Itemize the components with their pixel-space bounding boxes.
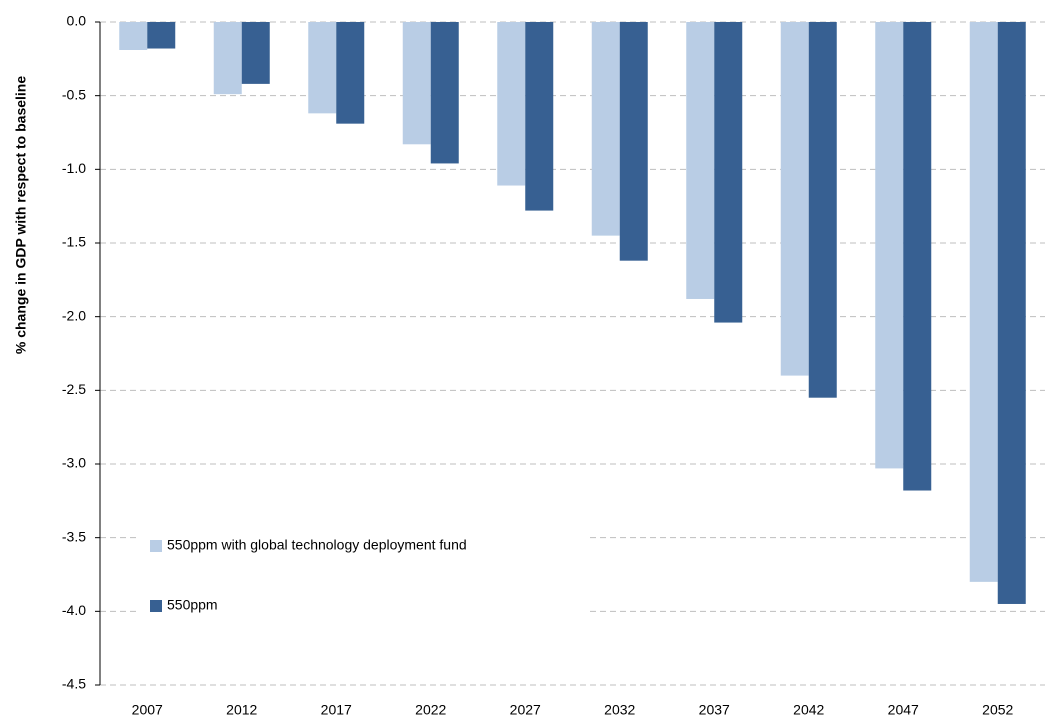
bar [619,22,648,261]
bar [402,22,431,145]
y-tick-label: -2.0 [62,307,86,323]
bar [686,22,715,299]
y-tick-label: -1.5 [62,234,86,250]
x-tick-label: 2037 [699,702,730,718]
legend-swatch [150,600,162,612]
bar [147,22,176,49]
x-tick-label: 2047 [888,702,919,718]
legend-box [140,525,590,625]
bar [903,22,932,491]
bar [497,22,526,186]
x-tick-label: 2032 [604,702,635,718]
bar [213,22,242,95]
y-tick-label: 0.0 [67,13,87,29]
y-axis-title: % change in GDP with respect to baseline [13,76,29,354]
bar [714,22,743,323]
y-tick-label: -3.5 [62,528,86,544]
y-tick-label: -2.5 [62,381,86,397]
y-tick-label: -4.0 [62,602,86,618]
legend-label: 550ppm [167,597,218,613]
x-tick-label: 2052 [982,702,1013,718]
bar [241,22,270,84]
x-tick-label: 2017 [321,702,352,718]
x-tick-label: 2012 [226,702,257,718]
y-tick-label: -1.0 [62,160,86,176]
y-tick-label: -4.5 [62,676,86,692]
bar [808,22,837,398]
bar [336,22,365,124]
x-tick-label: 2042 [793,702,824,718]
bar [969,22,998,582]
bar [525,22,554,211]
x-tick-label: 2022 [415,702,446,718]
y-tick-label: -3.0 [62,455,86,471]
bar [591,22,620,236]
y-tick-label: -0.5 [62,86,86,102]
bar [780,22,809,376]
bar [308,22,337,114]
legend-swatch [150,540,162,552]
bar [119,22,148,50]
bar [875,22,904,469]
bar [997,22,1026,604]
bar [430,22,459,164]
legend-label: 550ppm with global technology deployment… [167,537,467,553]
x-tick-label: 2027 [510,702,541,718]
x-tick-label: 2007 [132,702,163,718]
